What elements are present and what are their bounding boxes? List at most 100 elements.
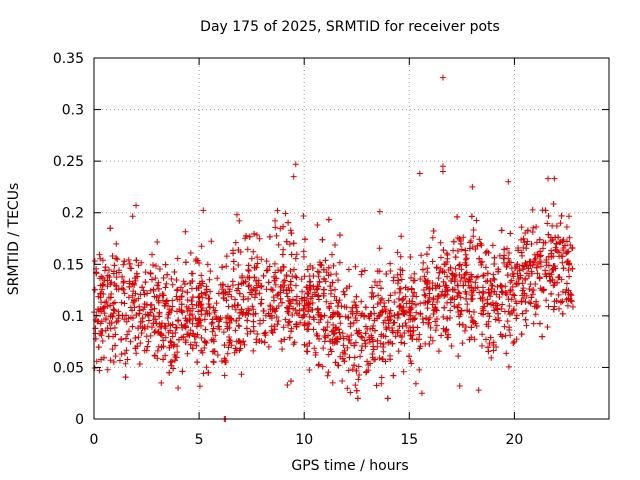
data-point — [287, 378, 294, 385]
data-point — [448, 343, 455, 350]
data-point — [107, 302, 114, 309]
data-point — [435, 275, 442, 282]
data-point — [340, 288, 347, 295]
data-point — [387, 313, 394, 320]
data-point — [454, 213, 461, 220]
data-point — [168, 275, 175, 282]
data-point — [513, 315, 520, 322]
data-point — [197, 317, 204, 324]
data-point — [376, 245, 383, 252]
data-point — [400, 295, 407, 302]
data-point — [359, 342, 366, 349]
data-point — [286, 241, 293, 248]
data-point — [225, 344, 232, 351]
data-point — [271, 260, 278, 267]
data-point — [385, 339, 392, 346]
data-point — [529, 287, 536, 294]
data-point — [441, 304, 448, 311]
data-point — [174, 255, 181, 262]
data-point — [564, 257, 571, 264]
data-point — [397, 271, 404, 278]
data-point — [108, 319, 115, 326]
data-point — [154, 282, 161, 289]
data-point — [226, 319, 233, 326]
data-point — [115, 269, 122, 276]
data-point — [145, 312, 152, 319]
data-point — [564, 238, 571, 245]
data-point — [505, 178, 512, 185]
data-point — [372, 278, 379, 285]
data-point — [569, 303, 576, 310]
data-point — [498, 288, 505, 295]
data-point — [550, 201, 557, 208]
data-point — [290, 305, 297, 312]
data-point — [454, 248, 461, 255]
data-point — [567, 291, 574, 298]
data-point — [477, 259, 484, 266]
data-point — [401, 330, 408, 337]
data-point — [208, 320, 215, 327]
data-point — [560, 265, 567, 272]
data-point — [514, 261, 521, 268]
data-point — [188, 270, 195, 277]
data-point — [515, 247, 522, 254]
data-point — [518, 331, 525, 338]
data-point — [524, 227, 531, 234]
data-point — [378, 309, 385, 316]
data-point — [289, 312, 296, 319]
data-point — [236, 217, 243, 224]
data-point — [182, 324, 189, 331]
data-point — [464, 301, 471, 308]
data-point — [396, 303, 403, 310]
data-point — [109, 346, 116, 353]
data-point — [550, 282, 557, 289]
data-point — [440, 313, 447, 320]
data-point — [99, 338, 106, 345]
data-point — [426, 285, 433, 292]
data-point — [209, 348, 216, 355]
data-point — [558, 212, 565, 219]
data-point — [548, 250, 555, 257]
data-point — [196, 383, 203, 390]
data-point — [317, 261, 324, 268]
data-point — [339, 355, 346, 362]
data-point — [210, 304, 217, 311]
data-point — [474, 242, 481, 249]
data-point — [280, 223, 287, 230]
data-point — [479, 258, 486, 265]
data-point — [202, 338, 209, 345]
data-point — [94, 318, 101, 325]
data-point — [198, 334, 205, 341]
data-point — [133, 270, 140, 277]
data-point — [249, 303, 256, 310]
data-point — [548, 290, 555, 297]
data-point — [518, 236, 525, 243]
data-point — [394, 314, 401, 321]
data-point — [464, 307, 471, 314]
data-point — [189, 294, 196, 301]
data-point — [115, 308, 122, 315]
data-point — [320, 326, 327, 333]
data-point — [124, 356, 131, 363]
data-point — [484, 300, 491, 307]
data-point — [327, 271, 334, 278]
data-point — [245, 310, 252, 317]
data-point — [407, 357, 414, 364]
data-point — [556, 273, 563, 280]
data-point — [150, 287, 157, 294]
data-point — [519, 287, 526, 294]
data-point — [329, 379, 336, 386]
data-point — [250, 347, 257, 354]
data-point — [439, 163, 446, 170]
data-point — [306, 313, 313, 320]
y-tick-label: 0.05 — [53, 360, 84, 376]
data-point — [273, 232, 280, 239]
data-point — [136, 303, 143, 310]
data-point — [246, 289, 253, 296]
data-point — [160, 356, 167, 363]
data-point — [194, 359, 201, 366]
data-point — [399, 307, 406, 314]
data-point — [537, 263, 544, 270]
data-point — [263, 267, 270, 274]
data-point — [468, 314, 475, 321]
